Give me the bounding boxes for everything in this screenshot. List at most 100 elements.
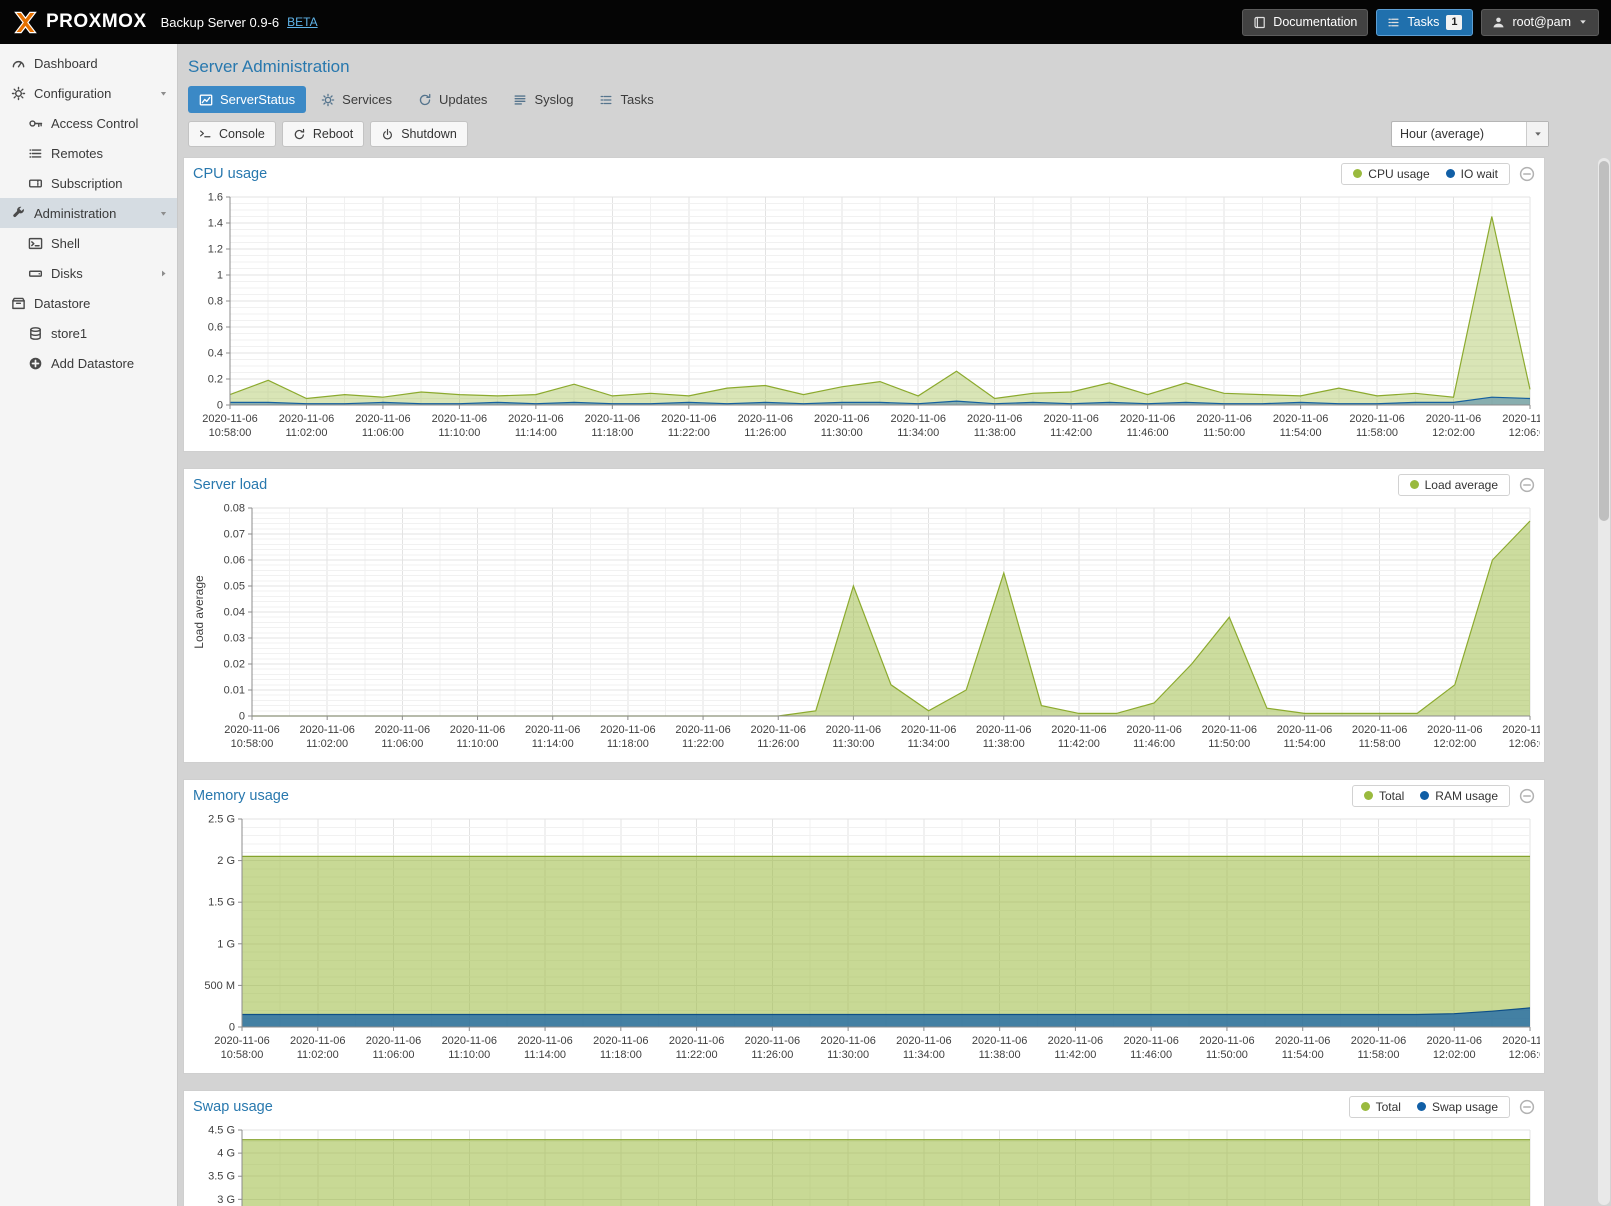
legend-item-total[interactable]: Total [1361, 1100, 1401, 1114]
reboot-button[interactable]: Reboot [282, 121, 364, 147]
memory-usage-panel: Memory usage TotalRAM usage 0500 M1 G1.5… [183, 779, 1545, 1074]
collapse-panel-button[interactable] [1519, 1099, 1535, 1115]
tasks-icon [1387, 16, 1400, 29]
svg-text:2020-11-06: 2020-11-06 [1426, 413, 1481, 425]
sidebar-item-access-control[interactable]: Access Control [0, 108, 177, 138]
shutdown-button[interactable]: Shutdown [370, 121, 468, 147]
svg-text:2020-11-06: 2020-11-06 [600, 724, 655, 736]
svg-text:11:02:00: 11:02:00 [306, 738, 348, 750]
tasks-button[interactable]: Tasks 1 [1376, 9, 1473, 36]
tab-syslog[interactable]: Syslog [502, 86, 584, 113]
svg-text:11:26:00: 11:26:00 [744, 427, 786, 439]
panel-title: Server load [193, 477, 267, 493]
svg-text:0.03: 0.03 [224, 633, 245, 645]
sidebar-item-store1[interactable]: store1 [0, 318, 177, 348]
product-subtitle: Backup Server 0.9-6 [161, 15, 280, 30]
panel-title: CPU usage [193, 166, 267, 182]
legend-item-cpu-usage[interactable]: CPU usage [1353, 167, 1429, 181]
svg-text:11:22:00: 11:22:00 [676, 1049, 718, 1061]
svg-text:11:26:00: 11:26:00 [751, 1049, 793, 1061]
legend-item-total[interactable]: Total [1364, 789, 1404, 803]
select-trigger[interactable] [1526, 122, 1548, 146]
svg-text:12:02:00: 12:02:00 [1433, 738, 1476, 750]
ticket-icon [28, 176, 43, 191]
svg-text:11:22:00: 11:22:00 [682, 738, 724, 750]
tab-serverstatus[interactable]: ServerStatus [188, 86, 306, 113]
vertical-scrollbar[interactable] [1598, 158, 1610, 1205]
sidebar-item-datastore[interactable]: Datastore [0, 288, 177, 318]
panel-title: Swap usage [193, 1099, 273, 1115]
sidebar-item-add-datastore[interactable]: Add Datastore [0, 348, 177, 378]
svg-text:11:14:00: 11:14:00 [524, 1049, 566, 1061]
server-load-chart: 00.010.020.030.040.050.060.070.082020-11… [188, 500, 1540, 760]
scrollbar-thumb[interactable] [1599, 161, 1609, 521]
time-range-select[interactable]: Hour (average) [1391, 121, 1549, 147]
svg-text:2020-11-06: 2020-11-06 [1352, 724, 1407, 736]
legend-label: RAM usage [1435, 789, 1498, 803]
chevron-down-icon [1578, 17, 1588, 27]
svg-text:0.08: 0.08 [224, 503, 245, 515]
syslog-icon [513, 93, 527, 107]
sidebar-item-administration[interactable]: Administration [0, 198, 177, 228]
legend-item-load-average[interactable]: Load average [1410, 478, 1498, 492]
sidebar-item-label: Access Control [51, 116, 138, 131]
legend-dot [1361, 1102, 1370, 1111]
svg-text:1.5 G: 1.5 G [208, 897, 235, 909]
svg-text:2020-11-06: 2020-11-06 [826, 724, 881, 736]
console-button[interactable]: Console [188, 121, 276, 147]
svg-text:11:22:00: 11:22:00 [668, 427, 710, 439]
legend-item-io-wait[interactable]: IO wait [1446, 167, 1498, 181]
chevron-down-icon [1533, 129, 1543, 139]
svg-text:2020-11-06: 2020-11-06 [1502, 1035, 1540, 1047]
svg-text:12:06:00: 12:06:00 [1509, 1049, 1540, 1061]
terminal-icon [28, 236, 43, 251]
chevron-down-icon[interactable] [158, 88, 169, 99]
svg-text:10:58:00: 10:58:00 [231, 738, 274, 750]
documentation-button[interactable]: Documentation [1242, 9, 1368, 36]
svg-text:2020-11-06: 2020-11-06 [279, 413, 334, 425]
legend-item-swap-usage[interactable]: Swap usage [1417, 1100, 1498, 1114]
beta-link[interactable]: BETA [287, 15, 317, 29]
chevron-down-icon[interactable] [158, 208, 169, 219]
tab-services[interactable]: Services [310, 86, 403, 113]
svg-text:2020-11-06: 2020-11-06 [525, 724, 580, 736]
collapse-panel-button[interactable] [1519, 788, 1535, 804]
sidebar-item-subscription[interactable]: Subscription [0, 168, 177, 198]
sidebar-item-shell[interactable]: Shell [0, 228, 177, 258]
svg-text:0: 0 [217, 400, 223, 412]
box-icon [11, 296, 26, 311]
tab-updates[interactable]: Updates [407, 86, 498, 113]
legend-label: Total [1376, 1100, 1401, 1114]
server-load-panel: Server load Load average 00.010.020.030.… [183, 468, 1545, 763]
collapse-panel-button[interactable] [1519, 166, 1535, 182]
svg-text:2020-11-06: 2020-11-06 [1043, 413, 1098, 425]
sidebar-item-remotes[interactable]: Remotes [0, 138, 177, 168]
sidebar-item-configuration[interactable]: Configuration [0, 78, 177, 108]
svg-text:11:42:00: 11:42:00 [1058, 738, 1100, 750]
svg-text:2020-11-06: 2020-11-06 [1051, 724, 1106, 736]
tab-label: Services [342, 92, 392, 107]
svg-text:12:06:00: 12:06:00 [1509, 738, 1540, 750]
sidebar-item-dashboard[interactable]: Dashboard [0, 48, 177, 78]
svg-text:2020-11-06: 2020-11-06 [450, 724, 505, 736]
legend-dot [1353, 169, 1362, 178]
chevron-right-icon[interactable] [158, 268, 169, 279]
svg-text:2020-11-06: 2020-11-06 [517, 1035, 572, 1047]
svg-text:2020-11-06: 2020-11-06 [1196, 413, 1251, 425]
svg-text:2020-11-06: 2020-11-06 [1349, 413, 1404, 425]
collapse-panel-button[interactable] [1519, 477, 1535, 493]
legend-dot [1364, 791, 1373, 800]
gear-icon [321, 93, 335, 107]
time-range-value: Hour (average) [1392, 127, 1526, 141]
user-menu-button[interactable]: root@pam [1481, 9, 1599, 36]
svg-text:11:14:00: 11:14:00 [515, 427, 557, 439]
svg-text:0.6: 0.6 [208, 322, 223, 334]
svg-text:0.4: 0.4 [208, 348, 223, 360]
svg-text:1: 1 [217, 270, 223, 282]
legend-item-ram-usage[interactable]: RAM usage [1420, 789, 1498, 803]
svg-text:2020-11-06: 2020-11-06 [675, 724, 730, 736]
tab-tasks[interactable]: Tasks [588, 86, 664, 113]
svg-text:11:42:00: 11:42:00 [1054, 1049, 1096, 1061]
svg-text:0.2: 0.2 [208, 374, 223, 386]
sidebar-item-disks[interactable]: Disks [0, 258, 177, 288]
